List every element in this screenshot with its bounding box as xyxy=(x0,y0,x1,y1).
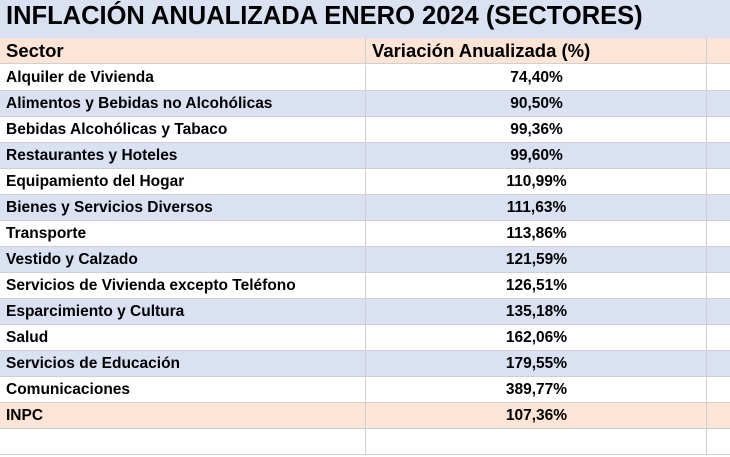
empty-cell[interactable] xyxy=(706,91,730,116)
value-cell[interactable]: 162,06% xyxy=(505,329,568,346)
value-cell[interactable]: 389,77% xyxy=(505,381,568,398)
table-row: Comunicaciones 389,77% xyxy=(0,377,730,403)
sector-cell[interactable]: Comunicaciones xyxy=(0,377,366,402)
table-row: Bienes y Servicios Diversos 111,63% xyxy=(0,195,730,221)
value-cell[interactable]: 111,63% xyxy=(506,199,567,216)
empty-cell[interactable] xyxy=(0,429,366,454)
sector-cell[interactable]: Servicios de Educación xyxy=(0,351,366,376)
empty-cell[interactable] xyxy=(706,117,730,142)
value-cell[interactable]: 74,40% xyxy=(510,69,563,86)
table-row: Equipamiento del Hogar 110,99% xyxy=(0,169,730,195)
table-row: Esparcimiento y Cultura 135,18% xyxy=(0,299,730,325)
value-cell[interactable]: 113,86% xyxy=(506,225,567,242)
value-cell[interactable]: 179,55% xyxy=(505,355,568,372)
value-cell[interactable]: 99,60% xyxy=(510,147,563,164)
empty-cell[interactable] xyxy=(706,38,730,63)
column-header-variation[interactable]: Variación Anualizada (%) xyxy=(372,40,591,61)
sector-cell[interactable]: Restaurantes y Hoteles xyxy=(0,143,366,168)
value-cell[interactable]: 99,36% xyxy=(510,121,563,138)
empty-cell[interactable] xyxy=(706,169,730,194)
table-row: Alimentos y Bebidas no Alcohólicas 90,50… xyxy=(0,91,730,117)
column-header-sector[interactable]: Sector xyxy=(0,38,366,63)
empty-row xyxy=(0,429,730,455)
sector-cell[interactable]: Salud xyxy=(0,325,366,350)
empty-cell[interactable] xyxy=(706,429,730,454)
empty-cell[interactable] xyxy=(706,273,730,298)
total-label-cell[interactable]: INPC xyxy=(0,403,366,428)
value-cell[interactable]: 121,59% xyxy=(505,251,568,268)
sector-cell[interactable]: Bebidas Alcohólicas y Tabaco xyxy=(0,117,366,142)
total-row: INPC 107,36% xyxy=(0,403,730,429)
value-cell[interactable]: 90,50% xyxy=(510,95,563,112)
empty-cell[interactable] xyxy=(706,325,730,350)
value-cell[interactable]: 126,51% xyxy=(505,277,568,294)
table-row: Transporte 113,86% xyxy=(0,221,730,247)
sector-cell[interactable]: Transporte xyxy=(0,221,366,246)
sector-cell[interactable]: Bienes y Servicios Diversos xyxy=(0,195,366,220)
empty-cell[interactable] xyxy=(706,65,730,90)
empty-cell[interactable] xyxy=(706,247,730,272)
empty-cell[interactable] xyxy=(706,351,730,376)
empty-cell[interactable] xyxy=(367,429,706,454)
empty-cell[interactable] xyxy=(706,299,730,324)
empty-cell[interactable] xyxy=(706,377,730,402)
total-value-cell[interactable]: 107,36% xyxy=(505,407,568,424)
value-cell[interactable]: 135,18% xyxy=(505,303,568,320)
sector-cell[interactable]: Equipamiento del Hogar xyxy=(0,169,366,194)
page-title: INFLACIÓN ANUALIZADA ENERO 2024 (SECTORE… xyxy=(6,2,643,30)
sector-cell[interactable]: Esparcimiento y Cultura xyxy=(0,299,366,324)
table-row: Servicios de Vivienda excepto Teléfono 1… xyxy=(0,273,730,299)
sector-cell[interactable]: Servicios de Vivienda excepto Teléfono xyxy=(0,273,366,298)
table-row: Vestido y Calzado 121,59% xyxy=(0,247,730,273)
sector-cell[interactable]: Alimentos y Bebidas no Alcohólicas xyxy=(0,91,366,116)
table-row: Restaurantes y Hoteles 99,60% xyxy=(0,143,730,169)
empty-cell[interactable] xyxy=(706,143,730,168)
table-row: Alquiler de Vivienda 74,40% xyxy=(0,65,730,91)
empty-cell[interactable] xyxy=(706,403,730,428)
empty-cell[interactable] xyxy=(706,195,730,220)
value-cell[interactable]: 110,99% xyxy=(506,173,567,190)
title-row: INFLACIÓN ANUALIZADA ENERO 2024 (SECTORE… xyxy=(0,0,730,39)
table-row: Salud 162,06% xyxy=(0,325,730,351)
sector-cell[interactable]: Vestido y Calzado xyxy=(0,247,366,272)
empty-cell[interactable] xyxy=(706,221,730,246)
sector-cell[interactable]: Alquiler de Vivienda xyxy=(0,65,366,90)
table-header: Sector Variación Anualizada (%) xyxy=(0,38,730,64)
table-row: Servicios de Educación 179,55% xyxy=(0,351,730,377)
table-row: Bebidas Alcohólicas y Tabaco 99,36% xyxy=(0,117,730,143)
